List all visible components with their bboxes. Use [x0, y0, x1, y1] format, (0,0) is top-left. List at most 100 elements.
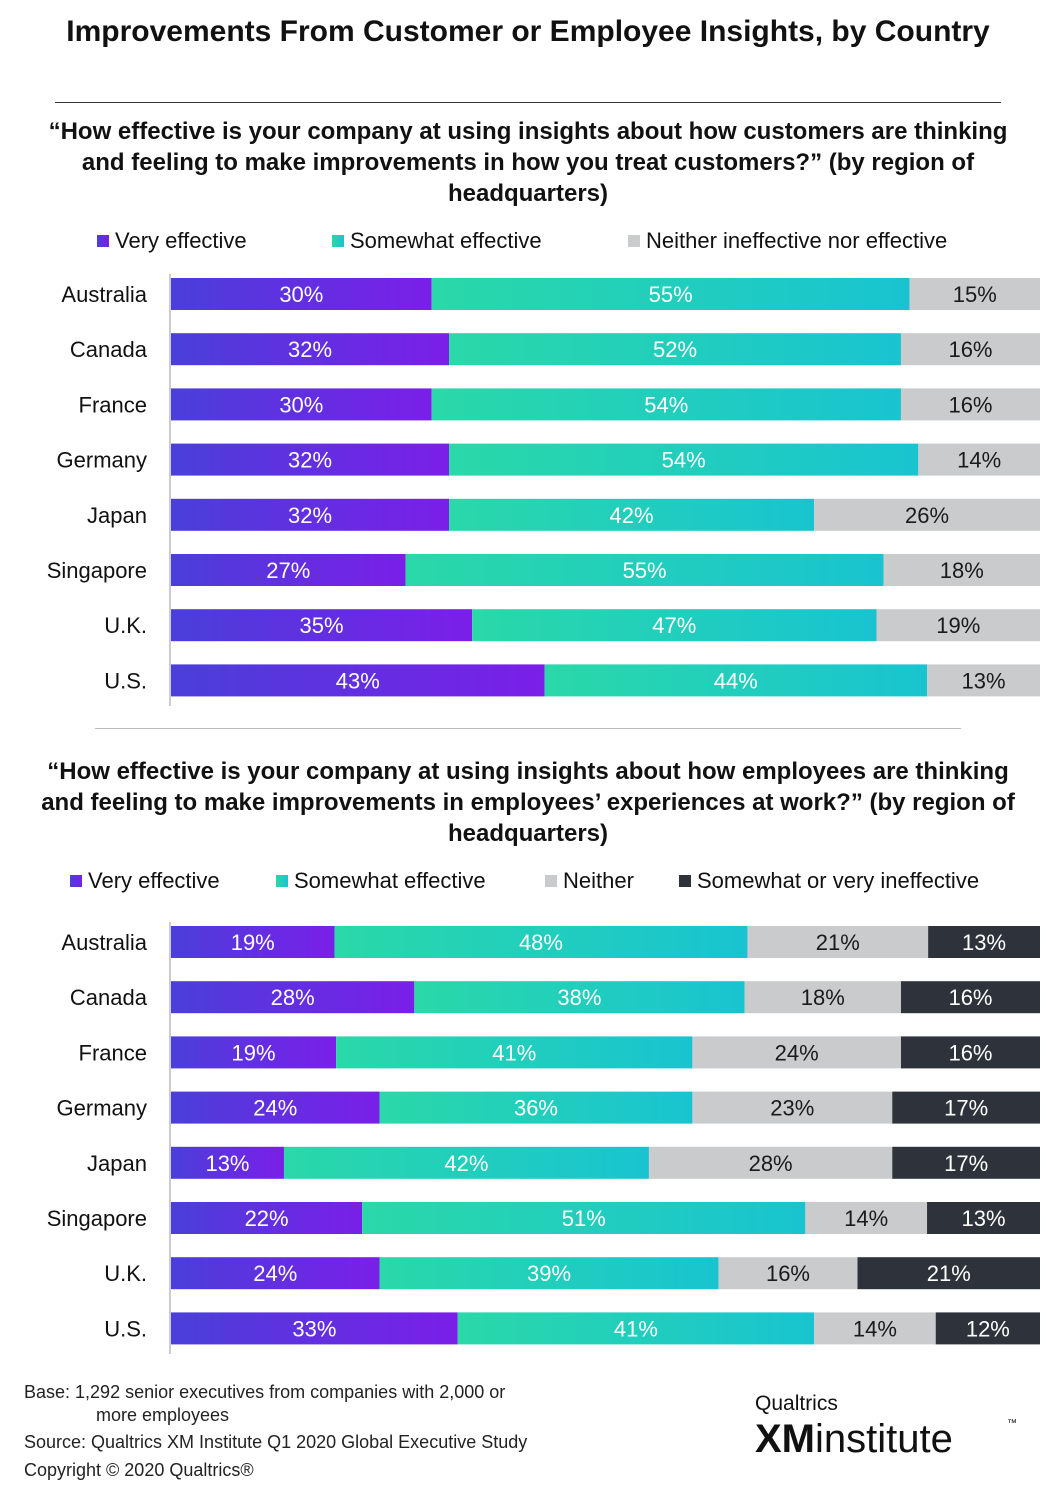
bar-singapore-somewhat-or-very-ineffective: [927, 1202, 1040, 1234]
data-label-germany-neither: 23%: [770, 1096, 814, 1121]
bar-u-s-neither: [814, 1312, 936, 1345]
category-label-japan: Japan: [87, 503, 147, 528]
legend-item-neither: Neither: [545, 866, 634, 896]
data-label-france-very-effective: 30%: [279, 392, 323, 417]
data-label-singapore-somewhat-effective: 55%: [623, 558, 667, 583]
legend-swatch: [545, 875, 557, 887]
legend-label: Neither: [563, 868, 634, 893]
legend-swatch: [276, 875, 288, 887]
bar-u-k-very-effective: [171, 1257, 380, 1290]
data-label-canada-somewhat-or-very-ineffective: 16%: [948, 985, 992, 1010]
bar-u-k-very-effective: [171, 609, 473, 642]
data-label-u-k-very-effective: 35%: [300, 613, 344, 638]
category-label-france: France: [79, 1040, 147, 1065]
chart-2-question: “How effective is your company at using …: [41, 758, 1015, 847]
bar-france-very-effective: [171, 388, 432, 421]
bar-u-k-somewhat-effective: [472, 609, 877, 642]
data-label-u-s-somewhat-or-very-ineffective: 12%: [966, 1316, 1010, 1341]
bar-germany-neither-ineffective-nor-effective: [918, 443, 1040, 476]
data-label-france-very-effective: 19%: [232, 1040, 276, 1065]
bar-canada-somewhat-or-very-ineffective: [900, 981, 1040, 1014]
data-label-japan-somewhat-or-very-ineffective: 17%: [944, 1151, 988, 1176]
logo-wordmark: XMinstitute: [755, 1416, 953, 1462]
category-label-australia: Australia: [61, 930, 147, 955]
bar-japan-very-effective: [171, 1146, 284, 1179]
logo-institute: institute: [815, 1417, 953, 1461]
bar-u-s-neither-ineffective-nor-effective: [927, 664, 1040, 697]
bar-germany-somewhat-or-very-ineffective: [892, 1091, 1040, 1124]
category-label-singapore: Singapore: [47, 558, 147, 583]
bar-japan-somewhat-effective: [283, 1146, 649, 1179]
chart-2-employee-insights: Australia 19% 48% 21% 13% Canada 28% 38% 18% 16% F…: [47, 922, 1040, 1354]
data-label-u-s-neither: 14%: [853, 1316, 897, 1341]
bar-australia-somewhat-effective: [431, 278, 910, 310]
data-label-japan-neither: 28%: [749, 1151, 793, 1176]
data-label-australia-somewhat-effective: 48%: [519, 930, 563, 955]
data-label-u-s-neither-ineffective-nor-effective: 13%: [961, 668, 1005, 693]
data-label-singapore-very-effective: 22%: [245, 1206, 289, 1231]
data-label-germany-very-effective: 24%: [253, 1096, 297, 1121]
chart-1-question: “How effective is your company at using …: [48, 118, 1008, 207]
category-label-germany: Germany: [57, 1096, 147, 1121]
data-label-singapore-neither-ineffective-nor-effective: 18%: [940, 558, 984, 583]
bar-australia-somewhat-effective: [334, 926, 748, 958]
data-label-u-s-very-effective: 43%: [336, 668, 380, 693]
data-label-u-k-somewhat-effective: 47%: [652, 613, 696, 638]
page-title: Improvements From Customer or Employee I…: [66, 15, 990, 48]
bar-australia-somewhat-or-very-ineffective: [928, 926, 1040, 958]
legend-swatch: [97, 235, 109, 247]
data-label-germany-very-effective: 32%: [288, 448, 332, 473]
data-label-canada-neither-ineffective-nor-effective: 16%: [948, 337, 992, 362]
category-label-canada: Canada: [70, 337, 148, 362]
data-label-canada-very-effective: 32%: [288, 337, 332, 362]
bar-australia-very-effective: [171, 278, 432, 310]
data-label-canada-somewhat-effective: 38%: [557, 985, 601, 1010]
data-label-singapore-neither: 14%: [844, 1206, 888, 1231]
data-label-japan-somewhat-effective: 42%: [444, 1151, 488, 1176]
bar-u-s-somewhat-or-very-ineffective: [935, 1312, 1040, 1345]
data-label-germany-somewhat-effective: 36%: [514, 1096, 558, 1121]
data-label-u-k-neither: 16%: [766, 1261, 810, 1286]
data-label-u-k-very-effective: 24%: [253, 1261, 297, 1286]
data-label-japan-neither-ineffective-nor-effective: 26%: [905, 503, 949, 528]
legend-item-neither-ineffective-nor-effective: Neither ineffective nor effective: [628, 226, 947, 256]
data-label-france-neither: 24%: [775, 1040, 819, 1065]
data-label-japan-somewhat-effective: 42%: [610, 503, 654, 528]
bar-u-s-very-effective: [171, 1312, 458, 1345]
bar-france-somewhat-or-very-ineffective: [900, 1036, 1040, 1069]
legend-item-somewhat-effective: Somewhat effective: [332, 226, 542, 256]
legend-item-somewhat-effective: Somewhat effective: [276, 866, 486, 896]
bar-canada-very-effective: [171, 981, 415, 1014]
data-label-canada-very-effective: 28%: [271, 985, 315, 1010]
logo-trademark: ™: [1007, 1418, 1017, 1429]
chart-2-legend: Very effective Somewhat effective Neither S…: [0, 866, 1056, 896]
legend-label: Neither ineffective nor effective: [646, 228, 948, 253]
bar-france-neither: [692, 1036, 901, 1069]
data-label-germany-somewhat-or-very-ineffective: 17%: [944, 1096, 988, 1121]
data-label-france-somewhat-effective: 41%: [492, 1040, 536, 1065]
footer-source: Source: Qualtrics XM Institute Q1 2020 G…: [24, 1432, 528, 1452]
data-label-japan-very-effective: 13%: [205, 1151, 249, 1176]
category-label-germany: Germany: [57, 448, 147, 473]
bar-singapore-somewhat-effective: [362, 1202, 806, 1234]
category-label-singapore: Singapore: [47, 1206, 147, 1231]
bar-japan-neither-ineffective-nor-effective: [814, 498, 1040, 531]
data-label-u-k-somewhat-or-very-ineffective: 21%: [927, 1261, 971, 1286]
data-label-australia-neither-ineffective-nor-effective: 15%: [953, 282, 997, 307]
data-label-singapore-somewhat-or-very-ineffective: 13%: [961, 1206, 1005, 1231]
category-label-australia: Australia: [61, 282, 147, 307]
bar-australia-neither-ineffective-nor-effective: [909, 278, 1040, 310]
bar-france-somewhat-effective: [336, 1036, 693, 1069]
legend-label: Very effective: [88, 868, 220, 893]
bar-germany-somewhat-effective: [379, 1091, 693, 1124]
footer-base: Base: 1,292 senior executives from compa…: [24, 1382, 506, 1402]
bar-japan-neither: [648, 1146, 893, 1179]
category-label-u-k: U.K.: [104, 613, 147, 638]
data-label-singapore-somewhat-effective: 51%: [562, 1206, 606, 1231]
legend-swatch: [70, 875, 82, 887]
xm-institute-logo: Qualtrics XMinstitute ™: [755, 1392, 1045, 1472]
data-label-france-somewhat-effective: 54%: [644, 392, 688, 417]
bar-germany-neither: [692, 1091, 893, 1124]
bar-singapore-neither-ineffective-nor-effective: [883, 554, 1040, 586]
data-label-u-k-somewhat-effective: 39%: [527, 1261, 571, 1286]
